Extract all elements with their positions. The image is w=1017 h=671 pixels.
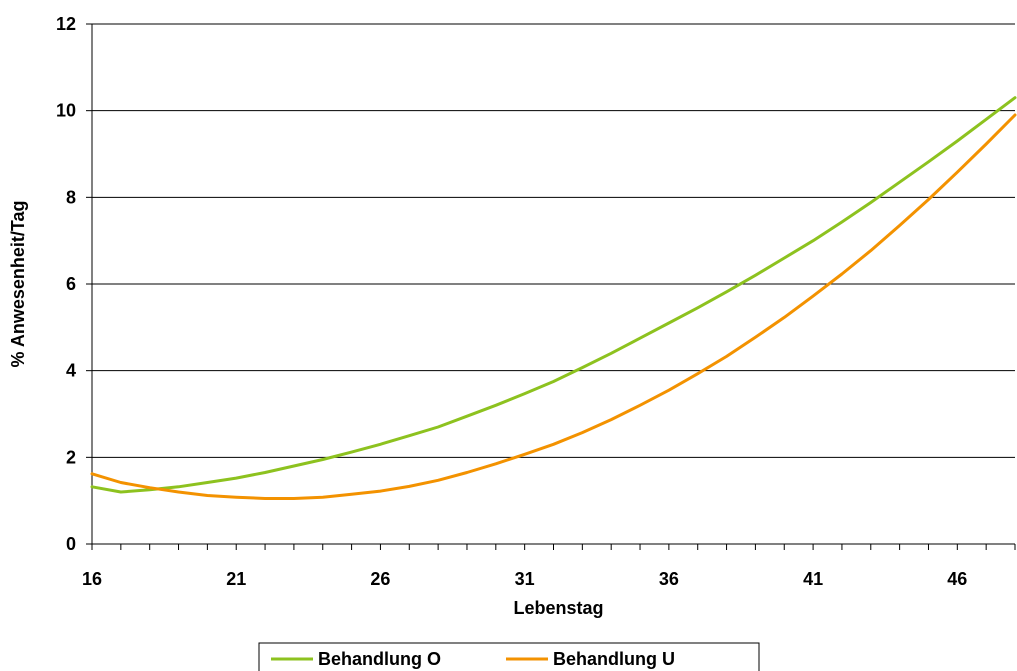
x-tick-label: 21 — [226, 569, 246, 589]
y-axis-title: % Anwesenheit/Tag — [8, 200, 28, 367]
gridlines — [92, 23, 1015, 458]
y-tick-label: 10 — [56, 101, 76, 121]
y-tick-label: 8 — [66, 187, 76, 207]
y-tick-label: 6 — [66, 274, 76, 294]
legend-box — [258, 642, 760, 671]
legend-label-behandlung-o: Behandlung O — [318, 649, 441, 669]
x-tick-label: 41 — [803, 569, 823, 589]
y-tick-label: 12 — [56, 14, 76, 34]
x-tick-label: 16 — [82, 569, 102, 589]
y-axis-ticks: 0 2 4 6 8 10 12 — [56, 14, 92, 554]
legend: Behandlung O Behandlung U — [258, 642, 760, 671]
y-tick-label: 4 — [66, 361, 76, 381]
x-tick-label: 26 — [370, 569, 390, 589]
x-axis-ticks: 16 21 26 31 36 41 46 — [82, 544, 1016, 589]
x-tick-label: 46 — [947, 569, 967, 589]
x-axis-title: Lebenstag — [513, 598, 603, 618]
x-tick-label: 31 — [515, 569, 535, 589]
series-line-behandlung-o — [90, 96, 1017, 494]
y-tick-label: 0 — [66, 534, 76, 554]
series-lines — [90, 96, 1017, 500]
series-line-behandlung-u — [90, 113, 1017, 500]
legend-label-behandlung-u: Behandlung U — [553, 649, 675, 669]
x-tick-label: 36 — [659, 569, 679, 589]
y-tick-label: 2 — [66, 447, 76, 467]
